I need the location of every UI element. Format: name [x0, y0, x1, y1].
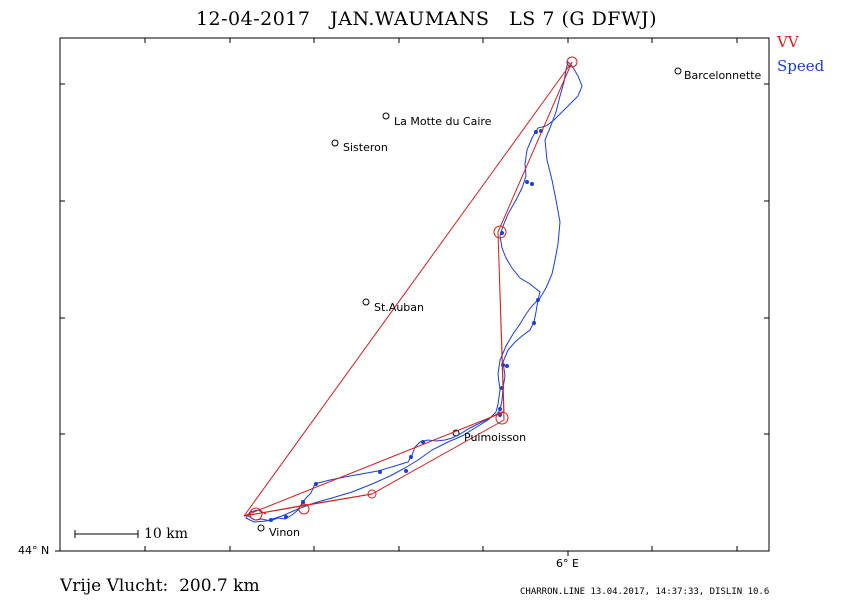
scale-label: 10 km	[144, 526, 189, 542]
scale-bar	[74, 530, 139, 538]
legend-vv: VV	[777, 33, 799, 51]
latitude-label: 44° N	[18, 544, 50, 557]
vv-turnpoints	[249, 56, 578, 521]
right-ticks	[764, 83, 769, 435]
distance-summary: Vrije Vlucht: 200.7 km	[60, 576, 260, 596]
turnpoint-3	[495, 411, 509, 425]
place-label-sisteron: Sisteron	[343, 141, 388, 154]
bottom-ticks	[144, 546, 738, 556]
speed-track-lower	[245, 411, 497, 523]
map-frame	[59, 37, 770, 552]
turnpoint-4	[367, 489, 377, 499]
place-label-st-auban: St.Auban	[374, 301, 424, 314]
place-label-barcelonnette: Barcelonnette	[684, 69, 762, 82]
place-marker-sisteron	[331, 139, 339, 147]
turnpoint-6	[298, 503, 310, 515]
place-marker-vinon	[257, 524, 265, 532]
top-ticks	[144, 38, 738, 43]
left-ticks	[55, 83, 65, 552]
turnpoint-5	[249, 507, 263, 521]
longitude-label: 6° E	[556, 557, 579, 570]
place-marker-st-auban	[362, 298, 370, 306]
place-label-vinon: Vinon	[269, 526, 301, 539]
legend-speed: Speed	[777, 57, 825, 75]
place-label-la-motte: La Motte du Caire	[394, 115, 492, 128]
credit-line: CHARRON.LINE 13.04.2017, 14:37:33, DISLI…	[520, 587, 770, 597]
turnpoint-1	[566, 56, 578, 68]
vv-track	[243, 61, 573, 517]
place-markers	[257, 67, 682, 532]
page-title: 12-04-2017 JAN.WAUMANS LS 7 (G DFWJ)	[195, 8, 658, 30]
turnpoint-2	[493, 225, 507, 239]
speed-track	[247, 61, 583, 522]
place-marker-barcelonnette	[674, 67, 682, 75]
place-label-puimoisson: Puimoisson	[464, 431, 527, 444]
place-marker-la-motte	[382, 112, 390, 120]
